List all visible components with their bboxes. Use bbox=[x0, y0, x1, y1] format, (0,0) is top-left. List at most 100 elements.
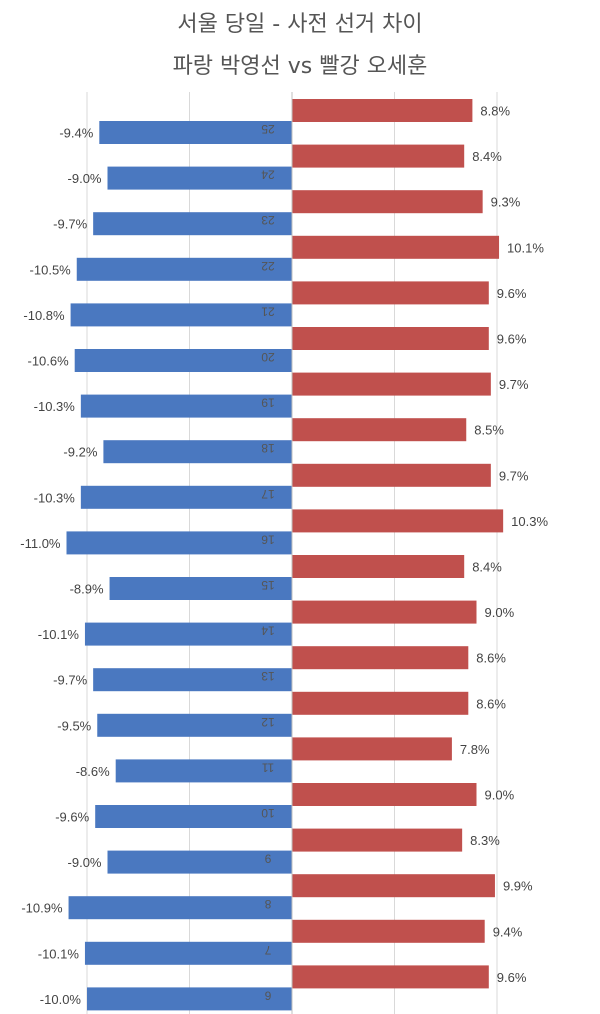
category-label: 14 bbox=[261, 624, 275, 638]
category-label: 7 bbox=[264, 943, 271, 957]
blue-value-label: -9.7% bbox=[53, 217, 87, 232]
blue-value-label: -10.6% bbox=[27, 354, 69, 369]
blue-bar bbox=[95, 805, 292, 828]
red-value-label: 9.7% bbox=[499, 468, 529, 483]
red-bar bbox=[292, 783, 477, 806]
red-bar bbox=[292, 509, 504, 533]
blue-bar bbox=[107, 166, 292, 190]
category-label: 8 bbox=[264, 897, 271, 911]
red-bar bbox=[292, 874, 495, 898]
category-label: 25 bbox=[261, 122, 275, 136]
blue-value-label: -9.0% bbox=[68, 171, 102, 186]
category-label: 10 bbox=[261, 806, 275, 820]
blue-value-label: -10.0% bbox=[40, 992, 82, 1007]
blue-bar bbox=[107, 850, 292, 874]
red-value-label: 9.3% bbox=[491, 195, 521, 210]
category-label: 15 bbox=[261, 578, 275, 592]
red-bar bbox=[292, 235, 500, 259]
red-value-label: 9.6% bbox=[497, 332, 527, 347]
red-bar bbox=[292, 281, 489, 305]
category-label: 6 bbox=[264, 988, 271, 1002]
chart-subtitle: 파랑 박영선 vs 빨강 오세훈 bbox=[172, 54, 428, 79]
category-label: 24 bbox=[261, 168, 275, 182]
blue-bar bbox=[84, 941, 292, 965]
red-bar bbox=[292, 418, 467, 442]
blue-bar bbox=[66, 531, 292, 555]
blue-bar bbox=[76, 257, 292, 281]
category-label: 19 bbox=[261, 396, 275, 410]
red-value-label: 8.8% bbox=[480, 104, 510, 119]
red-value-label: 9.9% bbox=[503, 879, 533, 894]
category-label: 16 bbox=[261, 532, 275, 546]
red-bar bbox=[292, 555, 465, 578]
blue-bar bbox=[115, 759, 292, 783]
blue-value-label: -9.2% bbox=[63, 445, 97, 460]
category-label: 21 bbox=[261, 304, 275, 318]
red-value-label: 9.6% bbox=[497, 286, 527, 301]
red-bar bbox=[292, 144, 465, 168]
red-value-label: 10.3% bbox=[511, 514, 548, 529]
blue-bar bbox=[80, 485, 292, 509]
red-bar bbox=[292, 737, 452, 761]
blue-bar bbox=[93, 212, 293, 236]
blue-value-label: -10.9% bbox=[21, 901, 63, 916]
red-value-label: 9.6% bbox=[497, 970, 527, 985]
blue-value-label: -11.0% bbox=[20, 536, 61, 551]
category-label: 13 bbox=[261, 669, 275, 683]
red-bar bbox=[292, 691, 469, 715]
blue-value-label: -8.9% bbox=[70, 582, 104, 597]
blue-value-label: -10.8% bbox=[23, 308, 65, 323]
red-bar bbox=[292, 327, 489, 350]
red-bar bbox=[292, 600, 477, 624]
category-label: 23 bbox=[261, 213, 275, 227]
chart-title: 서울 당일 - 사전 선거 차이 bbox=[177, 12, 423, 37]
blue-value-label: -9.6% bbox=[55, 810, 89, 825]
category-label: 12 bbox=[261, 715, 275, 729]
blue-bar bbox=[87, 987, 292, 1011]
red-value-label: 9.0% bbox=[485, 788, 515, 803]
blue-value-label: -9.5% bbox=[57, 718, 91, 733]
red-value-label: 8.6% bbox=[476, 696, 506, 711]
blue-bar bbox=[80, 394, 292, 418]
blue-bar bbox=[99, 121, 292, 144]
category-label: 17 bbox=[261, 487, 275, 501]
blue-value-label: -10.5% bbox=[30, 262, 72, 277]
blue-value-label: -9.7% bbox=[53, 673, 87, 688]
red-bar bbox=[292, 965, 489, 989]
blue-value-label: -10.1% bbox=[38, 946, 80, 961]
category-label: 11 bbox=[261, 760, 274, 774]
blue-bar bbox=[103, 440, 293, 464]
category-label: 22 bbox=[261, 259, 275, 273]
blue-value-label: -10.3% bbox=[34, 399, 76, 414]
blue-value-label: -10.3% bbox=[34, 490, 76, 505]
red-bar bbox=[292, 646, 469, 670]
red-bar bbox=[292, 372, 491, 396]
blue-bar bbox=[84, 622, 292, 646]
blue-bar bbox=[93, 668, 293, 692]
blue-bar bbox=[74, 349, 292, 372]
red-bar bbox=[292, 919, 485, 943]
blue-bar bbox=[68, 896, 292, 920]
category-label: 20 bbox=[261, 350, 275, 364]
red-value-label: 8.6% bbox=[476, 651, 506, 666]
blue-value-label: -9.0% bbox=[68, 855, 102, 870]
red-bar bbox=[292, 828, 463, 852]
blue-value-label: -9.4% bbox=[59, 126, 93, 141]
red-value-label: 10.1% bbox=[507, 240, 544, 255]
red-value-label: 9.7% bbox=[499, 377, 529, 392]
red-bar bbox=[292, 463, 491, 487]
red-value-label: 9.4% bbox=[493, 924, 523, 939]
blue-bar bbox=[97, 713, 292, 737]
blue-bar bbox=[70, 303, 292, 327]
red-value-label: 7.8% bbox=[460, 742, 490, 757]
blue-bar bbox=[109, 577, 292, 600]
red-value-label: 8.3% bbox=[470, 833, 500, 848]
red-value-label: 8.5% bbox=[474, 423, 504, 438]
category-label: 9 bbox=[264, 852, 271, 866]
red-value-label: 8.4% bbox=[472, 560, 502, 575]
blue-value-label: -8.6% bbox=[76, 764, 110, 779]
red-bar bbox=[292, 99, 473, 122]
red-bar bbox=[292, 190, 483, 214]
red-value-label: 8.4% bbox=[472, 149, 502, 164]
